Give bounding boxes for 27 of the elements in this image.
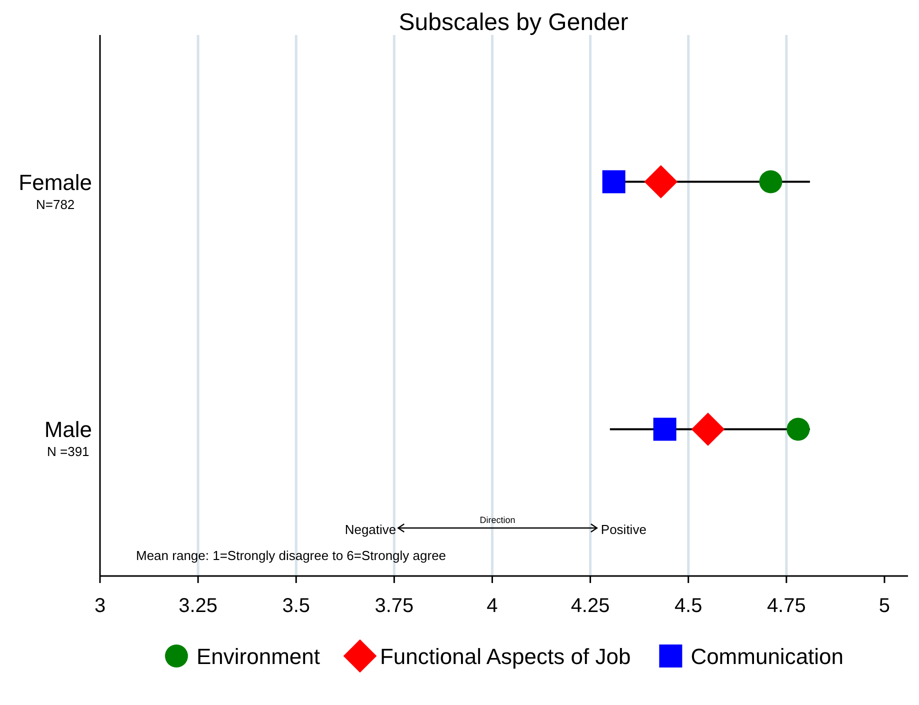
x-tick-label: 4: [486, 595, 498, 617]
annotation: Positive: [600, 522, 646, 537]
point: [691, 412, 725, 446]
point: [786, 418, 810, 441]
annotation: Direction: [480, 515, 516, 525]
x-tick-label: 3.5: [282, 595, 310, 617]
point: [644, 165, 678, 198]
legend-label: Environment: [196, 644, 320, 669]
text: N =391: [47, 444, 90, 460]
x-tick-label: 4.75: [766, 595, 806, 617]
x-tick-label: 3.75: [374, 595, 414, 617]
chart-title: Subscales by Gender: [398, 9, 628, 36]
text: N=782: [36, 196, 75, 212]
annotation: Mean range: 1=Strongly disagree to 6=Strongly agree: [136, 548, 446, 563]
legend-label: Communication: [690, 644, 844, 669]
annotation: Negative: [344, 522, 396, 537]
y-tick-label: Female: [18, 170, 92, 195]
point: [602, 170, 626, 194]
x-tick-label: 4.25: [570, 595, 610, 617]
y-tick-label: Male: [44, 417, 92, 442]
x-tick-label: 3.25: [178, 595, 218, 617]
x-tick-label: 4.5: [674, 595, 702, 617]
x-tick-label: 3: [94, 595, 106, 617]
point: [759, 170, 782, 194]
point: [653, 418, 676, 441]
x-tick-label: 5: [878, 595, 890, 617]
legend-label: Functional Aspects of Job: [380, 644, 631, 669]
